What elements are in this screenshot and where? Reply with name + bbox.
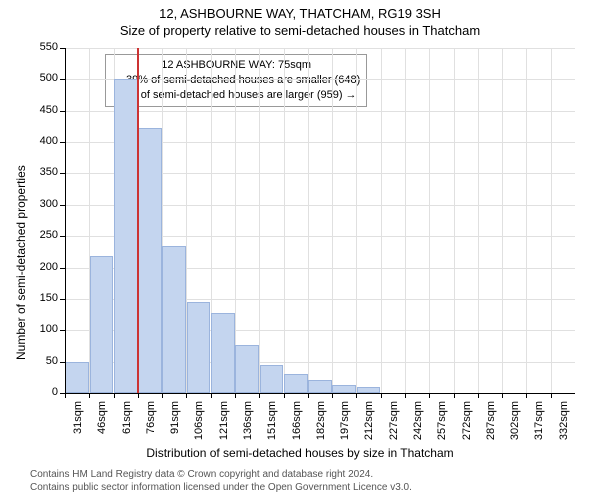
bar <box>260 365 284 393</box>
info-line-3: 58% of semi-detached houses are larger (… <box>112 88 360 103</box>
gridline-horizontal <box>65 79 575 80</box>
y-tick-label: 150 <box>30 292 58 304</box>
bar <box>65 362 89 393</box>
footer-line-2: Contains public sector information licen… <box>30 481 412 494</box>
y-tick-label: 350 <box>30 166 58 178</box>
x-tick-label: 317sqm <box>533 401 545 446</box>
gridline-vertical <box>405 48 406 393</box>
y-tick-label: 250 <box>30 229 58 241</box>
gridline-vertical <box>454 48 455 393</box>
y-axis-label: Number of semi-detached properties <box>14 165 28 360</box>
gridline-vertical <box>235 48 236 393</box>
x-tick-label: 76sqm <box>145 401 157 446</box>
x-tick-label: 121sqm <box>218 401 230 446</box>
x-tick-label: 332sqm <box>558 401 570 446</box>
x-tick-label: 227sqm <box>388 401 400 446</box>
y-tick-label: 50 <box>30 355 58 367</box>
x-tick-label: 31sqm <box>72 401 84 446</box>
info-line-1: 12 ASHBOURNE WAY: 75sqm <box>112 58 360 73</box>
bar <box>90 256 114 393</box>
y-tick-label: 100 <box>30 323 58 335</box>
x-tick-label: 136sqm <box>242 401 254 446</box>
x-tick-label: 272sqm <box>461 401 473 446</box>
gridline-vertical <box>381 48 382 393</box>
x-tick-label: 151sqm <box>266 401 278 446</box>
gridline-vertical <box>259 48 260 393</box>
gridline-vertical <box>356 48 357 393</box>
x-tick-label: 257sqm <box>436 401 448 446</box>
bar <box>114 79 138 393</box>
gridline-vertical <box>502 48 503 393</box>
x-tick-label: 106sqm <box>193 401 205 446</box>
x-tick-label: 166sqm <box>291 401 303 446</box>
gridline-vertical <box>332 48 333 393</box>
x-tick-label: 46sqm <box>96 401 108 446</box>
footer-line-1: Contains HM Land Registry data © Crown c… <box>30 468 412 481</box>
x-tick-label: 61sqm <box>121 401 133 446</box>
x-tick-label: 302sqm <box>509 401 521 446</box>
chart-title: 12, ASHBOURNE WAY, THATCHAM, RG19 3SH <box>0 0 600 21</box>
chart-container: { "title": "12, ASHBOURNE WAY, THATCHAM,… <box>0 0 600 500</box>
bar <box>187 302 211 393</box>
gridline-horizontal <box>65 111 575 112</box>
bar <box>138 128 162 393</box>
gridline-vertical <box>526 48 527 393</box>
x-tick-label: 91sqm <box>169 401 181 446</box>
y-tick-label: 500 <box>30 72 58 84</box>
x-axis-line <box>65 393 575 394</box>
y-tick-label: 0 <box>30 386 58 398</box>
x-tick-label: 212sqm <box>363 401 375 446</box>
footer-attribution: Contains HM Land Registry data © Crown c… <box>30 468 412 494</box>
gridline-vertical <box>551 48 552 393</box>
gridline-vertical <box>429 48 430 393</box>
y-tick-label: 300 <box>30 198 58 210</box>
bar <box>332 385 356 393</box>
x-tick-label: 242sqm <box>412 401 424 446</box>
x-axis-label: Distribution of semi-detached houses by … <box>0 446 600 460</box>
bar <box>211 313 235 393</box>
property-marker-line <box>137 48 139 393</box>
chart-subtitle: Size of property relative to semi-detach… <box>0 21 600 38</box>
y-tick-label: 550 <box>30 41 58 53</box>
bar <box>162 246 186 393</box>
bar <box>284 374 308 393</box>
y-tick-label: 400 <box>30 135 58 147</box>
bar <box>308 380 332 393</box>
gridline-vertical <box>308 48 309 393</box>
x-tick-label: 182sqm <box>315 401 327 446</box>
y-tick-label: 450 <box>30 104 58 116</box>
gridline-vertical <box>478 48 479 393</box>
y-axis-line <box>65 48 66 393</box>
gridline-vertical <box>284 48 285 393</box>
x-tick-label: 197sqm <box>339 401 351 446</box>
gridline-horizontal <box>65 48 575 49</box>
x-tick-label: 287sqm <box>485 401 497 446</box>
bar <box>235 345 259 393</box>
y-tick-label: 200 <box>30 261 58 273</box>
